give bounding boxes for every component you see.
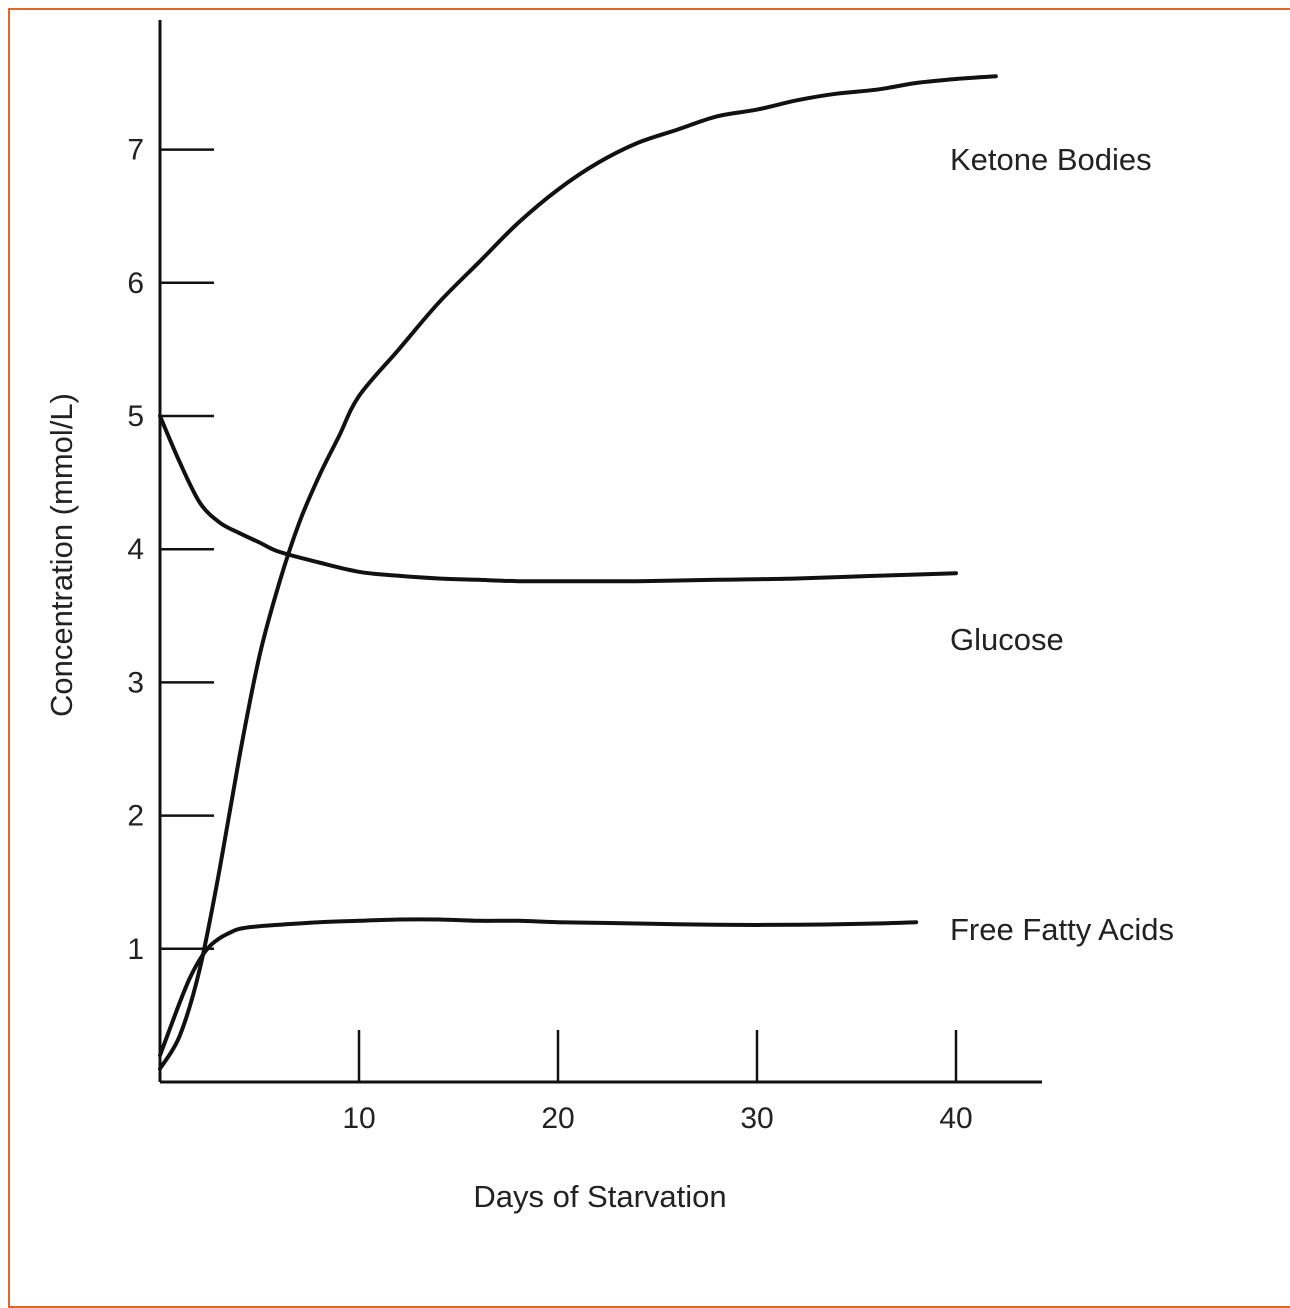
axes	[158, 20, 1042, 1084]
x-tick-label: 40	[939, 1102, 972, 1135]
x-axis-title: Days of Starvation	[473, 1179, 726, 1214]
series-label-ketone-bodies: Ketone Bodies	[950, 142, 1152, 177]
y-tick-label: 5	[127, 400, 144, 433]
y-tick-label: 7	[127, 134, 144, 167]
x-tick-label: 10	[342, 1102, 375, 1135]
y-tick-label: 4	[127, 533, 144, 566]
tick-labels: 1 2 3 4 5 6 7 10 20 30 40	[127, 134, 972, 1135]
series-line-glucose	[158, 414, 958, 584]
series-lines	[158, 74, 998, 1071]
y-tick-label: 3	[127, 666, 144, 699]
x-tick-label: 20	[541, 1102, 574, 1135]
series-label-glucose: Glucose	[950, 622, 1064, 657]
y-tick-label: 2	[127, 800, 144, 833]
series-labels: Ketone Bodies Glucose Free Fatty Acids	[950, 142, 1174, 947]
line-chart: 1 2 3 4 5 6 7 10 20 30 40 Ketone Bodies Glucose Free…	[44, 20, 1174, 1214]
series-line-free-fatty-acids	[158, 917, 919, 1058]
series-label-free-fatty-acids: Free Fatty Acids	[950, 912, 1174, 947]
y-tick-label: 1	[127, 933, 144, 966]
series-line-ketone-bodies	[158, 74, 998, 1071]
tick-marks	[160, 148, 958, 1082]
y-tick-label: 6	[127, 267, 144, 300]
y-axis-title: Concentration (mmol/L)	[44, 393, 79, 717]
x-tick-label: 30	[740, 1102, 773, 1135]
